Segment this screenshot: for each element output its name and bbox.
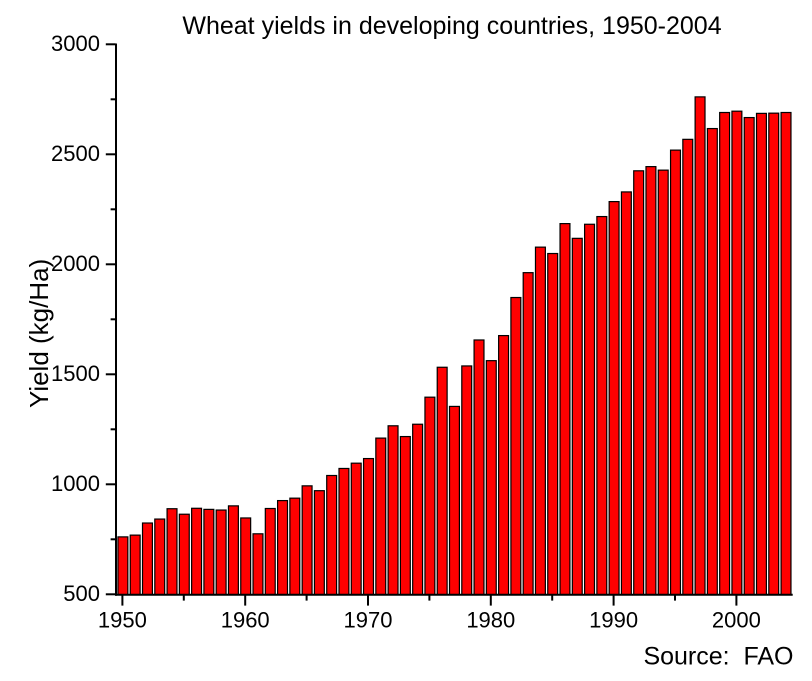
svg-text:1990: 1990	[589, 608, 638, 633]
svg-text:1000: 1000	[51, 471, 100, 496]
svg-text:2500: 2500	[51, 141, 100, 166]
svg-text:1980: 1980	[466, 608, 515, 633]
svg-text:500: 500	[63, 581, 100, 606]
svg-text:3000: 3000	[51, 31, 100, 56]
svg-text:1950: 1950	[98, 608, 147, 633]
svg-text:Wheat yields in developing cou: Wheat yields in developing countries, 19…	[182, 12, 721, 40]
svg-text:2000: 2000	[712, 608, 761, 633]
svg-text:Yield (kg/Ha): Yield (kg/Ha)	[24, 259, 54, 408]
svg-text:Source: FAO: Source: FAO	[643, 643, 793, 671]
svg-text:1500: 1500	[51, 361, 100, 386]
svg-text:1960: 1960	[221, 608, 270, 633]
svg-text:1970: 1970	[344, 608, 393, 633]
svg-text:2000: 2000	[51, 251, 100, 276]
